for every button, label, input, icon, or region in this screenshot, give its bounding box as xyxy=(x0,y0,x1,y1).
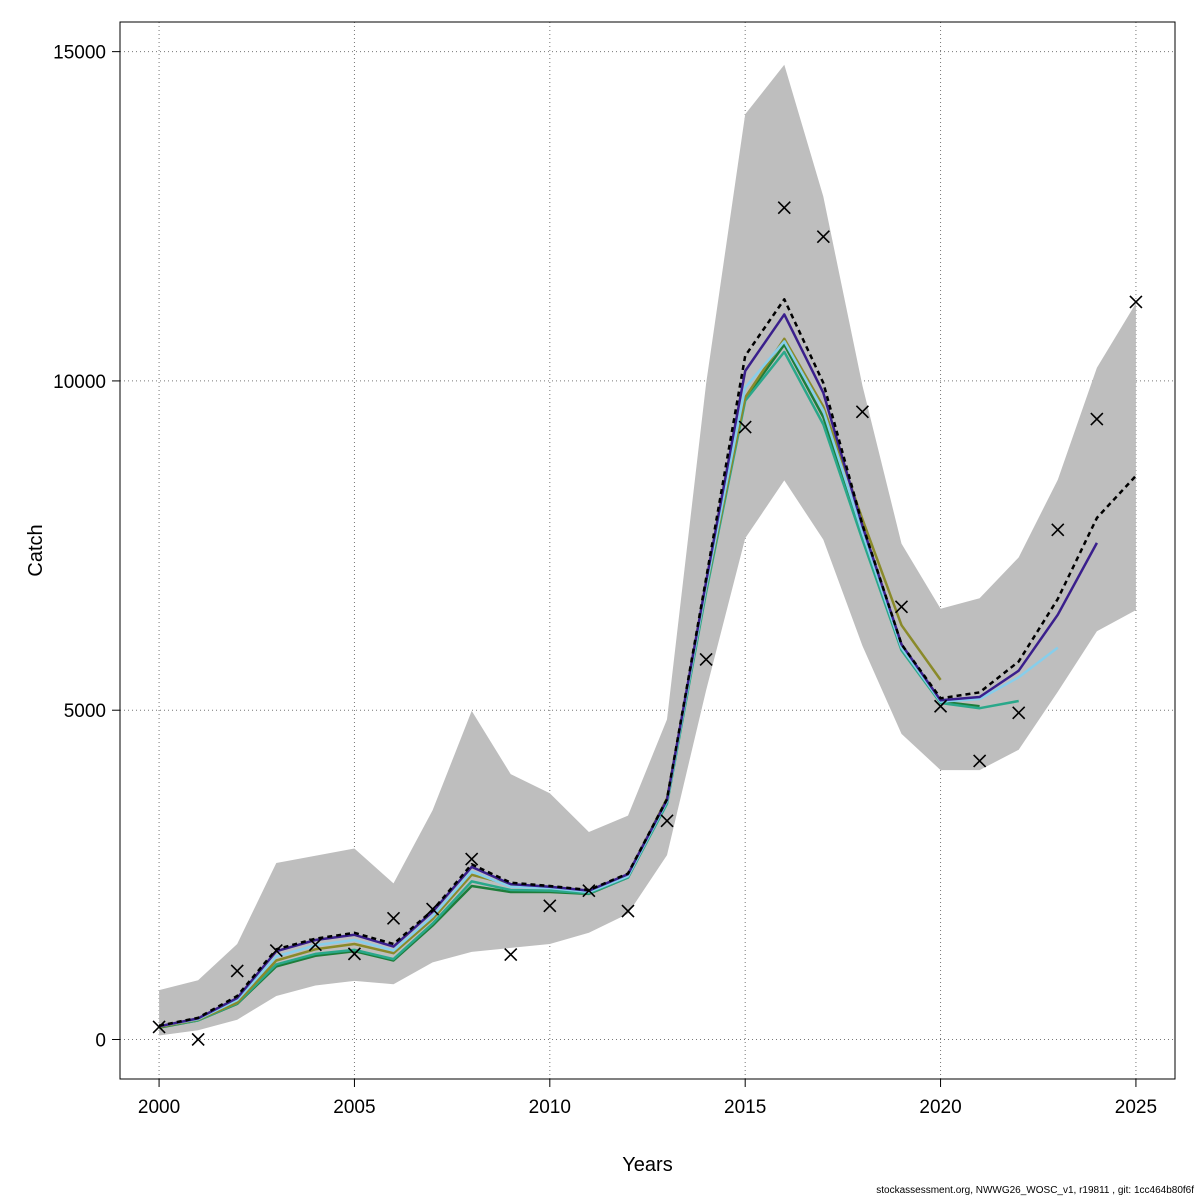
observation-marker xyxy=(230,964,244,978)
observation-marker xyxy=(660,814,674,828)
observation-marker xyxy=(1129,295,1143,309)
confidence-band xyxy=(159,64,1136,1036)
observation-marker xyxy=(465,852,479,866)
axes: 2000 2005 2010 2015 2020 2025 0 5000 10000 15000 xyxy=(53,43,1157,1118)
observation-marker xyxy=(816,230,830,244)
observation-marker xyxy=(1090,412,1104,426)
observation-marker xyxy=(308,938,322,952)
x-tick-label: 2010 xyxy=(529,1097,571,1118)
x-tick-label: 2005 xyxy=(333,1097,375,1118)
observation-marker xyxy=(973,754,987,768)
x-tick-label: 2015 xyxy=(724,1097,766,1118)
observation-marker xyxy=(152,1020,166,1034)
x-tick-label: 2025 xyxy=(1115,1097,1157,1118)
y-tick-label: 10000 xyxy=(53,372,106,393)
observation-marker xyxy=(543,899,557,913)
observation-marker xyxy=(621,904,635,918)
observation-marker xyxy=(1051,523,1065,537)
observation-marker xyxy=(504,947,518,962)
observation-markers xyxy=(152,201,1143,1047)
observation-marker xyxy=(347,947,362,961)
observation-marker xyxy=(426,902,440,916)
observation-marker xyxy=(777,201,791,215)
observation-marker xyxy=(191,1032,205,1047)
observation-marker xyxy=(699,652,713,667)
series-line-2 xyxy=(158,340,1059,1028)
observation-marker xyxy=(582,884,596,898)
observation-marker xyxy=(386,911,401,925)
x-tick-label: 2000 xyxy=(138,1097,180,1118)
y-tick-label: 5000 xyxy=(64,701,106,722)
y-axis-title: Catch xyxy=(25,524,47,576)
x-tick-label: 2020 xyxy=(919,1097,961,1118)
series-lines xyxy=(158,298,1137,1029)
observation-marker xyxy=(855,405,869,419)
series-line-4 xyxy=(158,350,1019,1029)
y-tick-label: 0 xyxy=(95,1030,106,1051)
x-axis-title: Years xyxy=(622,1154,672,1176)
observation-marker xyxy=(933,699,948,713)
observation-marker xyxy=(894,600,909,614)
observation-marker xyxy=(269,944,283,958)
observation-marker xyxy=(1012,706,1026,720)
y-tick-label: 15000 xyxy=(53,43,106,64)
footer-credit: stockassessment.org, NWWG26_WOSC_v1, r19… xyxy=(876,1185,1194,1196)
series-line-0 xyxy=(158,298,1137,1027)
confidence-band-area xyxy=(159,64,1136,1036)
observation-marker xyxy=(738,420,752,434)
